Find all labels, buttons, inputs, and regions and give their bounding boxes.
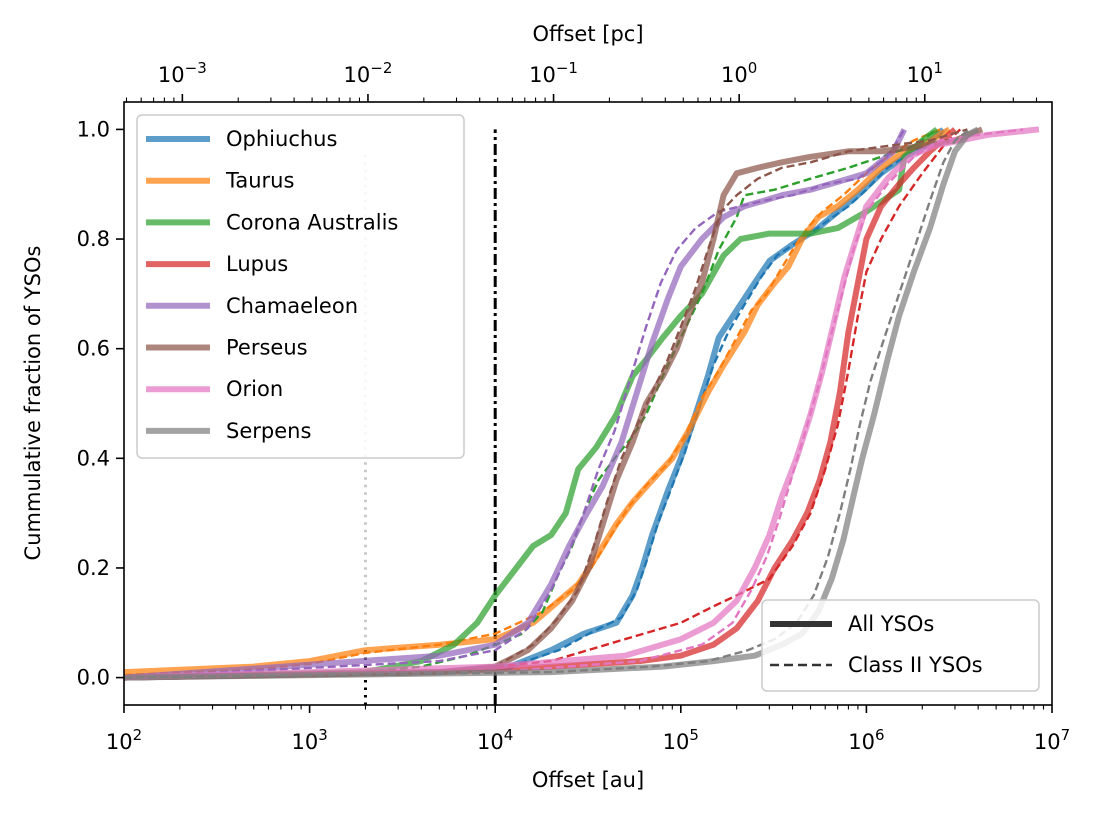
- x-axis-label: Offset [au]: [532, 768, 644, 792]
- x-tick-label: 107: [1034, 726, 1070, 754]
- series-line-serpens-class2: [124, 128, 971, 679]
- series-line-lupus-class2: [124, 128, 962, 679]
- legend-label-serpens: Serpens: [226, 419, 311, 443]
- series-line-ophiuchus-class2: [124, 128, 948, 679]
- pc-tick-label: 101: [907, 59, 943, 87]
- series-line-serpens-all: [124, 126, 980, 681]
- series-line-orion-class2: [124, 128, 1024, 679]
- pc-tick-label: 10−1: [529, 59, 578, 87]
- series-line-taurus-class2: [124, 128, 941, 677]
- y-tick-label: 0.8: [77, 227, 110, 251]
- style-legend-label-dashed: Class II YSOs: [848, 653, 983, 677]
- series-line-ophiuchus-all: [124, 127, 946, 681]
- series-line-perseus-class2: [124, 128, 968, 679]
- y-tick-label: 1.0: [77, 117, 110, 141]
- series-line-taurus-all: [124, 126, 951, 676]
- series-line-perseus-all: [124, 126, 984, 681]
- pc-tick-label: 100: [721, 59, 757, 87]
- y-axis-label: Cummulative fraction of YSOs: [21, 246, 45, 561]
- x-tick-label: 102: [106, 726, 142, 754]
- y-tick-label: 0.2: [77, 556, 110, 580]
- pc-tick-label: 10−3: [158, 59, 207, 87]
- x-tick-label: 104: [477, 726, 513, 754]
- series-layer: [124, 126, 1040, 681]
- x-axis-au: 102 103 104 105 106 107: [106, 705, 1070, 754]
- legend-label-chamaeleon: Chamaeleon: [226, 294, 358, 318]
- x-tick-label: 106: [848, 726, 884, 754]
- legend-label-perseus: Perseus: [226, 336, 308, 360]
- style-legend-label-solid: All YSOs: [848, 612, 934, 636]
- region-legend: Ophiuchus Taurus Corona Australis Lupus Cham…: [136, 114, 465, 459]
- legend-label-ophiuchus: Ophiuchus: [226, 127, 337, 151]
- legend-label-lupus: Lupus: [226, 252, 288, 276]
- region-legend-box: [136, 114, 465, 459]
- series-line-corona-australis-all: [124, 126, 939, 681]
- legend-label-taurus: Taurus: [225, 169, 294, 193]
- secondary-x-axis-label: Offset [pc]: [532, 22, 643, 46]
- pc-tick-label: 10−2: [344, 59, 393, 87]
- y-tick-label: 0.4: [77, 446, 110, 470]
- y-axis: 0.0 0.2 0.4 0.6 0.8 1.0: [77, 117, 124, 690]
- y-tick-label: 0.6: [77, 337, 110, 361]
- style-legend: All YSOs Class II YSOs: [761, 599, 1040, 692]
- legend-label-corona-australis: Corona Australis: [226, 210, 398, 234]
- x-tick-label: 105: [663, 726, 699, 754]
- x-axis-pc: 10−3 10−2 10−1 100 101: [125, 59, 1038, 102]
- series-line-chamaeleon-class2: [124, 128, 906, 679]
- series-line-lupus-all: [124, 127, 957, 681]
- legend-label-orion: Orion: [226, 377, 283, 401]
- plot-frame: [123, 101, 1053, 706]
- x-tick-label: 103: [291, 726, 327, 754]
- y-tick-label: 0.0: [77, 666, 110, 690]
